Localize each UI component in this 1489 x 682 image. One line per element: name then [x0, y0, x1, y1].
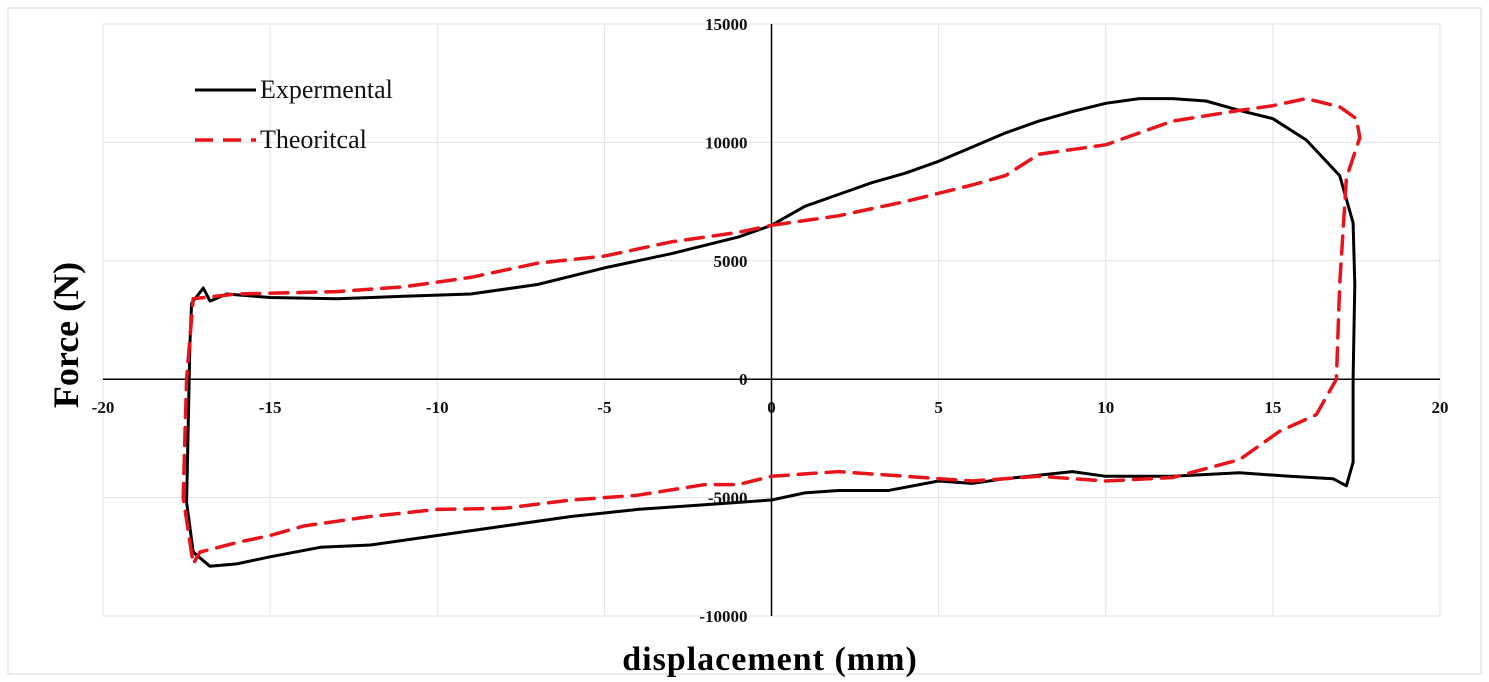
y-axis-title: Force (N) [46, 262, 86, 408]
x-tick-label: -10 [426, 398, 449, 417]
y-tick-label: 0 [739, 370, 748, 389]
y-tick-label: 10000 [705, 133, 748, 152]
x-tick-label: -20 [92, 398, 115, 417]
x-tick-label: 15 [1264, 398, 1281, 417]
x-tick-label: 0 [767, 398, 776, 417]
x-tick-label: 20 [1432, 398, 1449, 417]
series-line-experimental [185, 97, 1357, 568]
x-tick-label: 5 [934, 398, 943, 417]
y-tick-label: -10000 [699, 607, 747, 626]
x-tick-label: -5 [597, 398, 611, 417]
legend-label: Expermental [260, 75, 393, 104]
x-axis-title: displacement (mm) [622, 641, 918, 678]
chart-frame [7, 7, 1482, 675]
x-tick-labels: -20 -15 -10 -5 0 5 10 15 20 [92, 398, 1449, 417]
x-tick-label: 10 [1097, 398, 1114, 417]
y-tick-label: 15000 [705, 15, 748, 34]
x-tick-label: -15 [259, 398, 282, 417]
series-lines [181, 96, 1362, 568]
axes [103, 24, 1440, 616]
series-line-theoretical [181, 96, 1362, 566]
y-tick-label: 5000 [714, 252, 748, 271]
legend-label: Theoritcal [260, 125, 367, 154]
legend: Expermental Theoritcal [195, 75, 393, 154]
